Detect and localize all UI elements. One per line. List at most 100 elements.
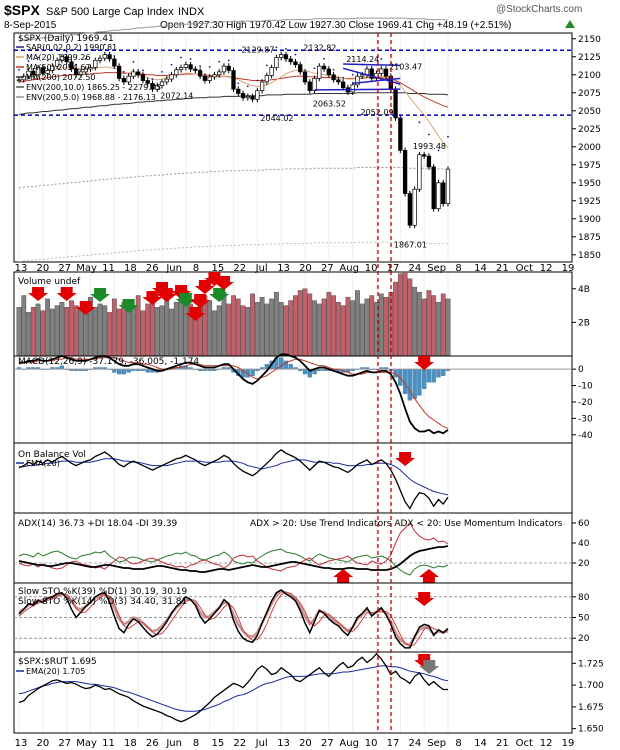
signal-arrow-icon — [418, 569, 439, 583]
x-tick-label-top: 14 — [474, 263, 487, 274]
x-tick-label-top: 21 — [496, 263, 509, 274]
sar-dot — [218, 60, 221, 63]
trend-line — [343, 63, 401, 67]
candle-body — [69, 61, 74, 70]
sar-dot — [256, 79, 259, 82]
volume-title: Volume undef — [18, 277, 81, 287]
candle-body — [217, 71, 222, 76]
volume-bar — [97, 303, 103, 357]
candle-body — [445, 168, 451, 205]
volume-bar — [397, 273, 403, 357]
volume-bar — [345, 297, 351, 357]
candle-body — [35, 67, 41, 76]
volume-bar — [78, 308, 84, 357]
macd-hist-bar — [417, 368, 422, 396]
macd-hist-bar — [302, 368, 308, 375]
volume-bar — [326, 291, 332, 357]
sar-dot — [437, 149, 440, 152]
macd-line — [19, 353, 449, 435]
macd-hist-bar — [250, 368, 255, 376]
obv-ema-label: EMA(20) — [26, 459, 60, 468]
candle-body — [331, 74, 336, 81]
sar-dot — [18, 68, 20, 71]
volume-bar — [126, 307, 132, 357]
volume-bar — [116, 308, 122, 357]
sar-dot — [408, 191, 411, 194]
x-tick-label-bottom: 20 — [299, 738, 312, 749]
volume-bar — [54, 305, 60, 357]
candle-body — [441, 182, 446, 205]
candle-body — [183, 64, 188, 68]
obv-title: On Balance Vol — [18, 450, 86, 460]
macd-panel: MACD(12,26,9) -37.179, -36.005, -1.174 0 -… — [13, 353, 593, 444]
legend-item: SAR(0.02,0.2) 1990.81 — [26, 43, 117, 52]
sar-dot — [65, 50, 68, 53]
candle-body — [178, 67, 184, 71]
volume-bar — [259, 297, 265, 357]
candle-body — [245, 96, 250, 99]
x-tick-label-top: 11 — [102, 263, 115, 274]
volume-bar — [64, 307, 70, 357]
volume-bar — [107, 312, 112, 357]
price-axis-tick-label: 1900 — [578, 215, 601, 225]
x-tick-label-bottom: Sep — [427, 738, 446, 749]
sto-axis-tick-label: 20 — [578, 634, 590, 644]
x-tick-label-top: Sep — [427, 263, 446, 274]
volume-bar — [178, 297, 184, 357]
candle-body — [93, 60, 98, 68]
volume-bar — [421, 298, 427, 357]
candle-body — [169, 74, 174, 80]
sar-dot — [151, 78, 154, 80]
volume-bar — [274, 291, 279, 357]
candle-body — [317, 65, 322, 79]
overlay — [377, 33, 392, 733]
x-tick-label-bottom: 27 — [321, 738, 334, 749]
sar-dot — [332, 68, 335, 71]
candle-body — [121, 78, 127, 83]
candle-body — [279, 54, 284, 58]
sar-dot — [227, 59, 230, 62]
candle-body — [422, 154, 427, 157]
candle-body — [264, 75, 270, 83]
volume-bar — [436, 302, 441, 357]
candle-body — [255, 90, 260, 100]
signal-arrow-icon — [171, 285, 192, 299]
price-axis-tick-label: 2050 — [578, 107, 601, 117]
sto-title-1: Slow STO %K(39) %D(1) 30.19, 30.19 — [18, 587, 188, 597]
ratio-axis-tick-label: 1.650 — [578, 725, 604, 735]
candle-body — [321, 65, 327, 70]
signal-arrow-icon — [209, 288, 230, 302]
candle-body — [398, 117, 403, 151]
candle-body — [164, 78, 169, 83]
price-annotation: 2052.09 — [361, 108, 394, 117]
candle-body — [236, 88, 241, 94]
sar-dot — [132, 60, 135, 63]
candle-body — [340, 81, 346, 89]
candle-body — [112, 58, 117, 67]
price-annotation: 2072.14 — [160, 92, 193, 101]
candle-body — [26, 70, 31, 77]
signal-arrow-icon — [175, 293, 196, 307]
candle-body — [54, 60, 60, 67]
signal-arrow-icon — [75, 301, 96, 315]
volume-bar — [359, 303, 365, 357]
macd-hist-bar — [412, 368, 417, 399]
volume-bar — [440, 293, 446, 357]
adx-axis-tick-label: 60 — [578, 519, 590, 529]
volume-bar — [393, 281, 398, 357]
x-tick-label-top: 27 — [321, 263, 334, 274]
candle-body — [298, 64, 303, 73]
macd-axis-tick-label: -40 — [578, 431, 593, 441]
ratio-axis-tick-label: 1.725 — [578, 659, 604, 669]
price-axis-tick-label: 2125 — [578, 53, 601, 63]
adx-title: ADX(14) 36.73 +DI 18.04 -DI 39.39 — [18, 519, 178, 529]
volume-bar — [173, 302, 179, 357]
volume-bar — [164, 298, 170, 357]
ma200-line — [18, 92, 449, 115]
volume-bar — [145, 303, 151, 357]
volume-bar — [288, 300, 294, 357]
volume-bar — [169, 308, 174, 357]
volume-bar — [350, 300, 356, 357]
